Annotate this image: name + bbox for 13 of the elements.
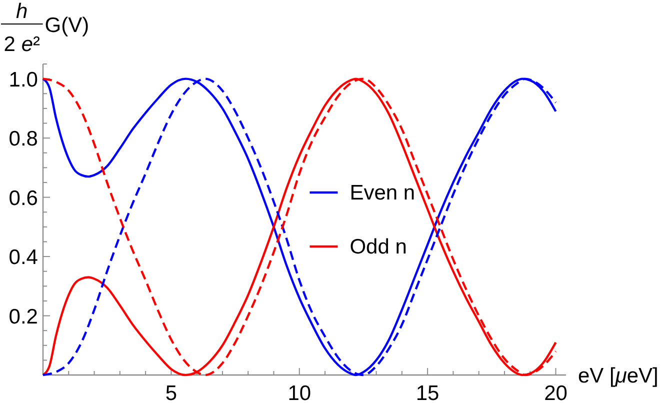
x-tick-label: 20 [544,382,568,403]
y-tick-label: 0.6 [8,186,38,210]
y-tick-label: 0.4 [8,246,38,270]
y-tick-label: 0.2 [8,305,38,328]
line-series [42,78,557,376]
y-tick-label: 0.8 [8,128,38,151]
x-axis-title: eV [μeV] [578,364,658,388]
x-tick-label: 10 [288,382,312,403]
y-tick-label: 1.0 [8,68,38,92]
legend-label: Odd n [350,236,407,258]
x-tick-label: 5 [165,382,178,403]
x-tick-label: 15 [416,382,440,403]
legend-label: Even n [350,182,416,204]
